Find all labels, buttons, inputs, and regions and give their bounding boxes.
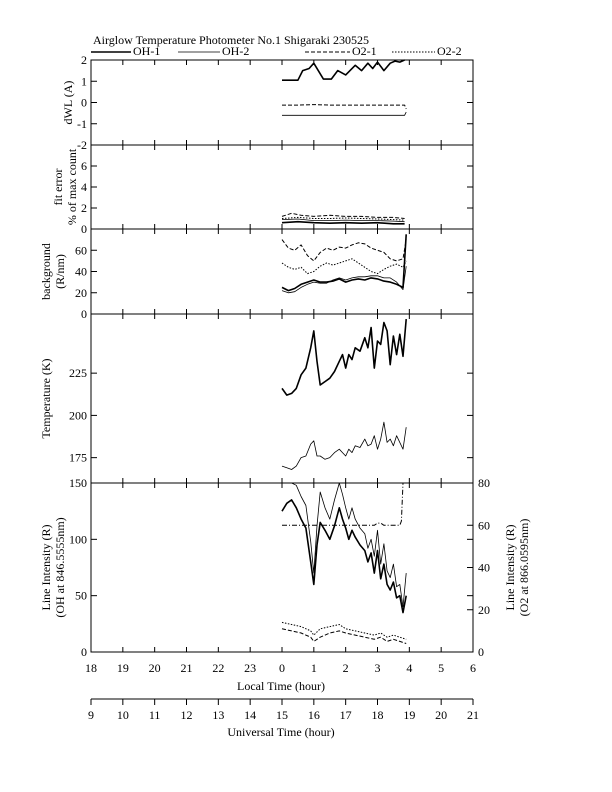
ut-tick-label: 19	[403, 708, 415, 722]
ut-tick-label: 13	[212, 708, 224, 722]
fiterror-series-oh-1	[281, 220, 405, 225]
intensity-y2label-2: (O2 at 866.0595nm)	[517, 519, 531, 617]
fiterror-ytick-label: 0	[81, 222, 87, 236]
intensity-series-oh-1	[281, 499, 407, 614]
panel-background: 0 20 40 60 background (R/nm)	[39, 228, 474, 321]
ut-tick-label: 18	[372, 708, 384, 722]
legend-o21: O2-1	[352, 44, 377, 58]
dwl-ytick-label: 0	[81, 96, 87, 110]
panels: -2 -1 0 1 2 dWL (A) 0 2 4 6 fit error% of max coun…	[39, 53, 531, 659]
intensity-y2tick-label: 80	[478, 476, 490, 490]
background-ylabel: background	[39, 243, 53, 300]
temperature-ytick-label: 175	[69, 451, 87, 465]
background-ylabel-2: (R/nm)	[53, 254, 67, 289]
dwl-ytick-label: -2	[77, 138, 87, 152]
background-ytick-label: 40	[75, 265, 87, 279]
intensity-y2tick-label: 40	[478, 561, 490, 575]
intensity-ytick-label: 50	[75, 589, 87, 603]
dwl-series-oh-2	[282, 111, 407, 116]
background-series-oh-1	[281, 234, 407, 292]
ut-tick-label: 21	[467, 708, 479, 722]
ut-tick-label: 12	[181, 708, 193, 722]
ut-tick-label: 14	[244, 708, 256, 722]
background-ytick-label: 0	[81, 307, 87, 321]
temperature-ylabel: Temperature (K)	[39, 358, 53, 438]
fiterror-ylabel: fit error	[51, 169, 65, 206]
dwl-series-oh-1	[282, 59, 405, 81]
local-time-label: Local Time (hour)	[237, 679, 325, 693]
temperature-ytick-label: 225	[69, 366, 87, 380]
temperature-series-oh-1	[281, 319, 407, 396]
background-ytick-label: 60	[75, 243, 87, 257]
local-tick-label: 3	[375, 661, 381, 675]
ut-tick-label: 9	[88, 708, 94, 722]
intensity-ytick-label: 0	[81, 645, 87, 659]
intensity-y2tick-label: 20	[478, 603, 490, 617]
intensity-frame	[90, 482, 474, 653]
temperature-series-oh-2	[281, 421, 407, 470]
legend-oh2: OH-2	[222, 44, 249, 58]
intensity-ylabel: Line Intensity (R)	[39, 525, 53, 611]
intensity-y2label: Line Intensity (R)	[503, 525, 517, 611]
dwl-series-o2-1	[282, 104, 407, 110]
fiterror-ytick-label: 2	[81, 201, 87, 215]
background-ytick-label: 20	[75, 286, 87, 300]
intensity-series-o2-2-ref	[282, 482, 404, 526]
local-tick-label: 21	[181, 661, 193, 675]
intensity-ylabel-2: (OH at 846.5555nm)	[53, 517, 67, 617]
time-axes: Local Time (hour) Universal Time (hour) …	[85, 661, 479, 739]
intensity-ytick-label: 100	[69, 532, 87, 546]
temperature-ytick-label: 200	[69, 408, 87, 422]
fiterror-series-o2-1	[281, 212, 405, 219]
dwl-frame	[90, 59, 474, 146]
legend-o22: O2-2	[437, 44, 462, 58]
intensity-y2tick-label: 60	[478, 518, 490, 532]
fiterror-ytick-label: 4	[81, 180, 87, 194]
ut-tick-label: 11	[149, 708, 161, 722]
dwl-ytick-label: 2	[81, 53, 87, 67]
local-tick-label: 2	[343, 661, 349, 675]
panel-fiterror: 0 2 4 6 fit error% of max count	[51, 144, 474, 236]
fiterror-ytick-label: 6	[81, 159, 87, 173]
local-tick-label: 22	[212, 661, 224, 675]
temperature-frame	[90, 313, 474, 484]
dwl-ytick-label: 1	[81, 74, 87, 88]
dwl-ylabel: dWL (A)	[61, 81, 75, 125]
intensity-y2tick-label: 0	[478, 645, 484, 659]
background-series-o2-1	[281, 239, 407, 262]
ut-tick-label: 16	[308, 708, 320, 722]
local-tick-label: 1	[311, 661, 317, 675]
local-tick-label: 20	[149, 661, 161, 675]
intensity-ytick-label: 150	[69, 476, 87, 490]
local-tick-label: 19	[117, 661, 129, 675]
local-tick-label: 5	[438, 661, 444, 675]
local-tick-label: 6	[470, 661, 476, 675]
intensity-series-o2-2	[281, 621, 407, 640]
intensity-series-oh-2	[282, 482, 407, 608]
background-series-o2-2	[281, 258, 407, 275]
ut-tick-label: 17	[340, 708, 352, 722]
ut-tick-label: 10	[117, 708, 129, 722]
ut-tick-label: 20	[435, 708, 447, 722]
local-tick-label: 0	[279, 661, 285, 675]
panel-dwl: -2 -1 0 1 2 dWL (A)	[61, 53, 474, 152]
background-frame	[90, 228, 474, 315]
universal-time-label: Universal Time (hour)	[227, 725, 334, 739]
dwl-ytick-label: -1	[77, 117, 87, 131]
local-tick-label: 4	[406, 661, 412, 675]
local-tick-label: 18	[85, 661, 97, 675]
fiterror-series-o2-2	[281, 216, 405, 221]
fiterror-ylabel-2: % of max count	[65, 148, 79, 225]
local-tick-label: 23	[244, 661, 256, 675]
panel-temperature: 175 200 225 Temperature (K)	[39, 313, 474, 484]
chart-title: Airglow Temperature Photometer No.1 Shig…	[93, 33, 369, 47]
fiterror-series-oh-2	[281, 218, 405, 223]
ut-tick-label: 15	[276, 708, 288, 722]
background-series-oh-2	[281, 266, 407, 294]
intensity-series-o2-1	[281, 628, 407, 644]
legend: OH-1 OH-2 O2-1 O2-2	[91, 44, 462, 58]
legend-oh1: OH-1	[133, 44, 160, 58]
